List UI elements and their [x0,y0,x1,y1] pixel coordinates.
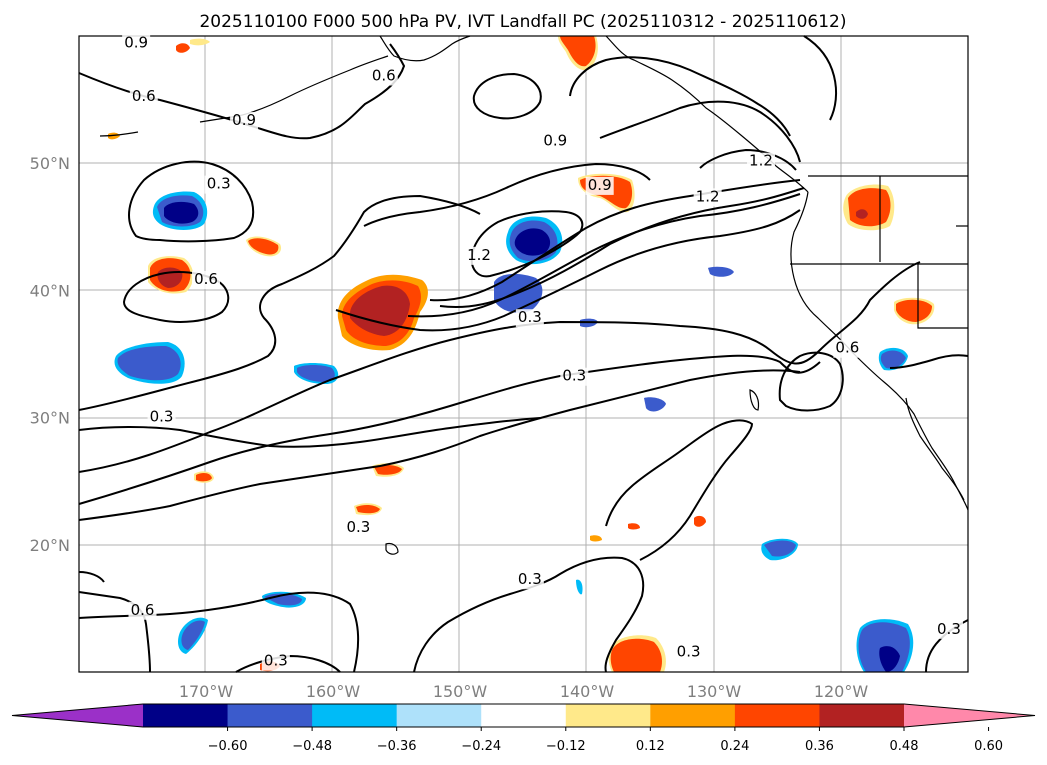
contour-label: 0.3 [518,308,542,326]
longitude-tick-label: 130°W [687,682,742,701]
contour-label-bg [122,34,151,53]
colorbar-tick-label: 0.60 [974,739,1003,754]
contour-label: 0.9 [232,111,256,129]
colorbar-segment [143,704,229,727]
longitude-tick-label: 120°W [814,682,869,701]
contour-label: 0.3 [937,620,961,638]
contour-label-bg [833,339,862,358]
colorbar-extend-low [12,704,143,727]
colorbar-extend-high [904,704,1035,727]
colorbar-segment [227,704,313,727]
contour-label-bg [560,367,589,386]
colorbar-tick-label: −0.48 [292,739,332,754]
contour-label: 1.2 [749,152,773,170]
colorbar-tick-label: −0.36 [377,739,417,754]
contour-label-bg [344,519,373,538]
contour-label: 0.6 [194,270,218,288]
colorbar-tick-label: −0.60 [208,739,248,754]
contour-label: 0.3 [346,518,370,536]
colorbar: −0.60 −0.48 −0.36 −0.24 −0.12 0.12 0.24 0.36 0.4… [11,703,1036,754]
contour-label: 0.3 [207,175,231,193]
contour-label: 0.3 [562,367,586,385]
colorbar-outline [11,703,1036,728]
colorbar-segment [819,704,905,727]
colorbar-segment [481,704,567,727]
contour-label-bg [128,601,157,620]
contour-label-bg [129,87,158,106]
colorbar-tick-label: 0.48 [890,739,919,754]
contour-label-bg [585,176,614,195]
contour-label: 1.2 [696,187,720,205]
longitude-tick-label: 150°W [433,682,488,701]
contour-label-bg [369,67,398,86]
contour-label: 0.3 [518,570,542,588]
contour-label-bg [541,132,570,151]
colorbar-tick-label: −0.24 [461,739,501,754]
colorbar-segment [396,704,482,727]
colorbar-tick-label: 0.36 [805,739,834,754]
contour-label-bg [693,188,722,207]
colorbar-tick-label: 0.24 [720,739,749,754]
contour-label-bg [147,408,176,427]
coastlines [99,35,969,555]
contour-label-bg [204,175,233,194]
contour-label: 0.6 [131,601,155,619]
contour-label-bg [674,643,703,662]
longitude-tick-label: 140°W [560,682,615,701]
longitude-tick-label: 170°W [179,682,234,701]
longitude-tick-label: 160°W [306,682,361,701]
latitude-tick-label: 20°N [30,536,70,555]
colorbar-tick-label: −0.12 [546,739,586,754]
contour-label-bg [934,620,963,639]
contour-label-bg [465,246,494,265]
longitude-labels: 170°W 160°W 150°W 140°W 130°W 120°W [179,682,869,701]
map-panel: 0.9 0.6 0.9 0.3 0.6 0.3 0.6 0.6 0.9 0.9 1.2 1.2 1.2 0… [30,33,969,701]
pv-contours [78,35,969,673]
contour-label: 0.6 [372,67,396,85]
latitude-tick-label: 50°N [30,154,70,173]
latitude-labels: 50°N 40°N 30°N 20°N [30,154,70,555]
contour-label: 0.3 [677,643,701,661]
colorbar-tick-label: 0.12 [636,739,665,754]
contour-label-bg [746,152,775,171]
contour-label-bg [261,652,290,671]
contour-label-bg [230,112,259,131]
map-frame [78,35,969,673]
contour-label: 0.6 [132,87,156,105]
contour-label: 0.6 [835,339,859,357]
latitude-tick-label: 40°N [30,281,70,300]
colorbar-segment [312,704,398,727]
contour-label: 0.3 [264,652,288,670]
latitude-tick-label: 30°N [30,409,70,428]
colorbar-segment [650,704,736,727]
contour-label-bg [192,271,220,290]
colorbar-segment [565,704,651,727]
contour-label: 0.3 [150,407,174,425]
contour-label: 0.9 [588,176,612,194]
colorbar-segment [734,704,820,727]
contour-label-bg [515,309,544,328]
contour-label: 0.9 [543,131,567,149]
contour-label: 0.9 [124,33,148,51]
contour-labels: 0.9 0.6 0.9 0.3 0.6 0.3 0.6 0.6 0.9 0.9 1.2 1.2 1.2 0… [122,33,963,671]
figure-title: 2025110100 F000 500 hPa PV, IVT Landfall… [199,12,846,32]
contour-label-bg [515,571,544,590]
contour-label: 1.2 [467,246,491,264]
